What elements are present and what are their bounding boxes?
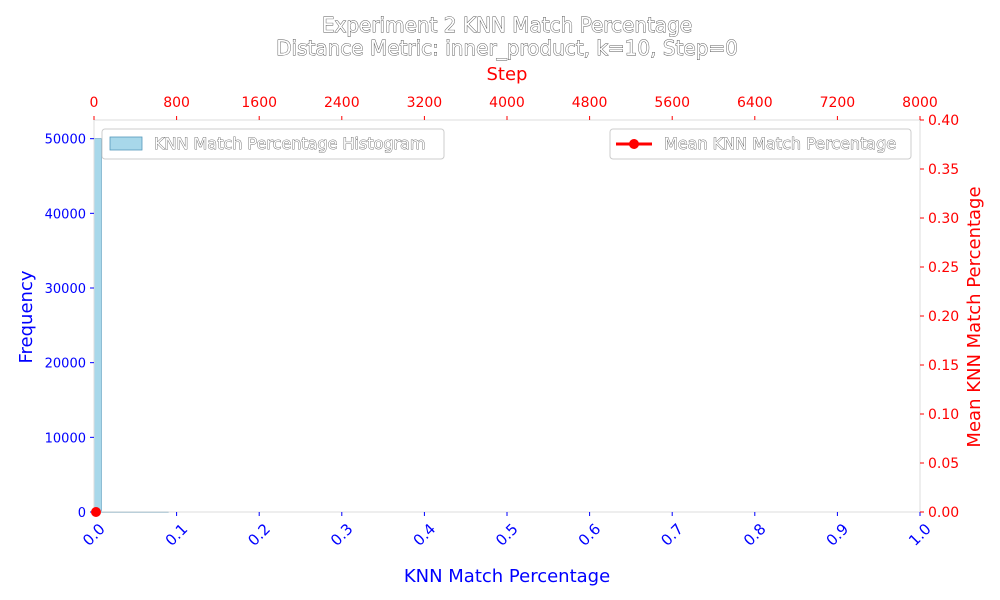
legend-mean: Mean KNN Match Percentage: [609, 128, 912, 160]
y-tick-label-5: 50000: [45, 133, 86, 148]
y-tick-label-4: 40000: [45, 207, 86, 222]
top-x-axis-label: Step: [487, 64, 528, 85]
y-axis-label: Frequency: [16, 270, 37, 363]
right-y-tick-label-8: 0.40: [928, 113, 959, 129]
x-tick-label-1: 0.1: [162, 520, 192, 550]
right-y-tick-label-2: 0.10: [928, 407, 959, 423]
right-y-tick-label-0: 0.00: [928, 505, 959, 521]
right-y-tick-label-1: 0.05: [928, 456, 959, 472]
top-x-tick-label-6: 4800: [572, 95, 608, 111]
top-x-tick-label-10: 8000: [902, 95, 938, 111]
x-tick-label-2: 0.2: [244, 520, 274, 550]
top-x-tick-label-8: 6400: [737, 95, 773, 111]
right-y-tick-label-7: 0.35: [928, 162, 959, 178]
right-y-axis-label: Mean KNN Match Percentage: [964, 186, 985, 447]
chart-title-line1: Experiment 2 KNN Match Percentage: [322, 13, 692, 37]
top-x-tick-label-9: 7200: [820, 95, 856, 111]
top-x-tick-label-7: 5600: [654, 95, 690, 111]
legend-mean-marker: [629, 139, 639, 149]
plot-frame: [93, 119, 921, 513]
plot-area: 0.0 0.1 0.2 0.3 0.4 0.5 0.6 0.7 0.8 0.9 1.0 0 10000 2…: [45, 95, 960, 550]
x-tick-label-8: 0.8: [740, 520, 770, 550]
mean-point-0: [91, 507, 101, 517]
x-tick-label-0: 0.0: [79, 520, 109, 550]
x-tick-label-5: 0.5: [492, 520, 522, 550]
x-axis-label: KNN Match Percentage: [404, 566, 610, 587]
top-x-tick-label-1: 800: [163, 95, 190, 111]
x-tick-label-4: 0.4: [410, 520, 440, 550]
top-x-tick-label-2: 1600: [241, 95, 277, 111]
top-x-tick-label-4: 3200: [407, 95, 443, 111]
top-x-tick-label-3: 2400: [324, 95, 360, 111]
legend-histogram-box: [101, 128, 445, 160]
legend-histogram: KNN Match Percentage Histogram: [101, 128, 445, 160]
chart-title-line2: Distance Metric: inner_product, k=10, St…: [276, 36, 738, 60]
x-tick-label-6: 0.6: [575, 520, 605, 550]
right-y-tick-label-5: 0.25: [928, 260, 959, 276]
y-tick-label-0: 0: [78, 506, 86, 521]
y-tick-label-2: 20000: [45, 357, 86, 372]
x-tick-label-3: 0.3: [327, 520, 357, 550]
x-tick-label-9: 0.9: [823, 520, 853, 550]
top-x-tick-label-5: 4000: [489, 95, 525, 111]
legend-histogram-swatch: [109, 136, 143, 151]
y-tick-label-1: 10000: [45, 431, 86, 446]
y-tick-label-3: 30000: [45, 282, 86, 297]
x-tick-label-7: 0.7: [657, 520, 687, 550]
histogram-bar-0: [93, 138, 102, 513]
right-y-tick-label-3: 0.15: [928, 358, 959, 374]
legend-mean-box: [609, 128, 912, 160]
right-y-tick-label-6: 0.30: [928, 211, 959, 227]
legend-histogram-label: KNN Match Percentage Histogram: [154, 134, 426, 153]
x-tick-label-10: 1.0: [905, 520, 935, 550]
top-x-tick-label-0: 0: [90, 95, 99, 111]
right-y-tick-label-4: 0.20: [928, 309, 959, 325]
legend-mean-label: Mean KNN Match Percentage: [664, 134, 896, 153]
